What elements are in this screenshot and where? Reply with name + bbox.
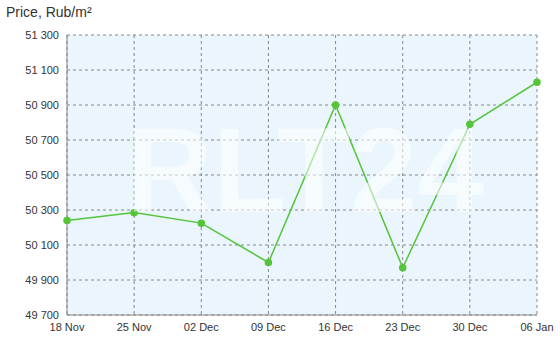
svg-text:49 700: 49 700 — [25, 309, 59, 321]
svg-text:50 100: 50 100 — [25, 239, 59, 251]
svg-text:50 500: 50 500 — [25, 169, 59, 181]
html-text:Price, Rub/m²: Price, Rub/m² — [6, 4, 92, 20]
svg-text:23 Dec: 23 Dec — [385, 321, 420, 333]
svg-text:51 300: 51 300 — [25, 29, 59, 41]
svg-text:18 Nov: 18 Nov — [50, 321, 85, 333]
svg-text:25 Nov: 25 Nov — [117, 321, 152, 333]
svg-text:50 900: 50 900 — [25, 99, 59, 111]
svg-text:09 Dec: 09 Dec — [251, 321, 286, 333]
svg-text:50 300: 50 300 — [25, 204, 59, 216]
svg-text:51 100: 51 100 — [25, 64, 59, 76]
svg-text:02 Dec: 02 Dec — [184, 321, 219, 333]
svg-text:30 Dec: 30 Dec — [452, 321, 487, 333]
svg-text:06 Jan: 06 Jan — [520, 321, 552, 333]
svg-text:49 900: 49 900 — [25, 274, 59, 286]
html-text:RLT24: RLT24 — [126, 103, 484, 237]
svg-text:16 Dec: 16 Dec — [318, 321, 353, 333]
svg-text:50 700: 50 700 — [25, 134, 59, 146]
